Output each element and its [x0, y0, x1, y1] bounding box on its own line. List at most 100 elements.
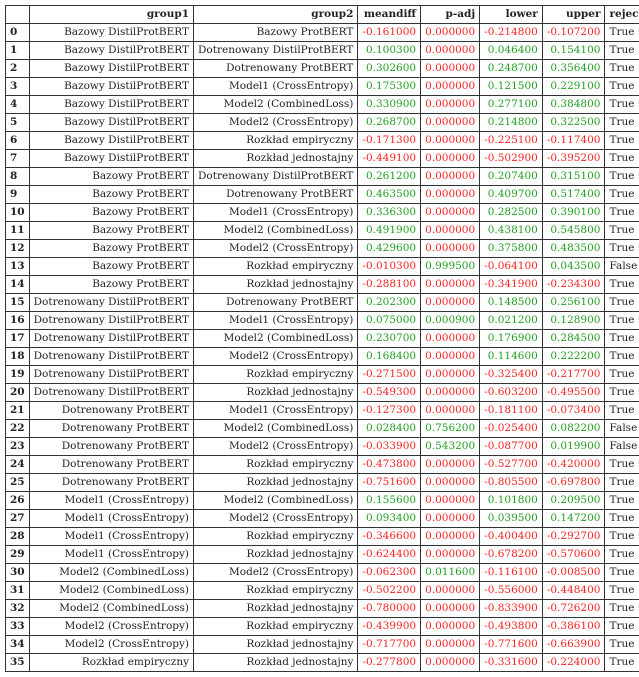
reject-cell: True	[604, 113, 639, 132]
p-adj-cell: 0.000000	[420, 473, 481, 492]
group2-cell: Rozkład jednostajny	[193, 545, 359, 564]
table-row: 21 Dotrenowany ProtBERT Model1 (CrossEntro…	[5, 401, 639, 420]
group1-cell: Dotrenowany ProtBERT	[28, 473, 195, 492]
p-adj-cell: 0.000000	[420, 131, 481, 150]
table-row: 3 Bazowy DistilProtBERT Model1 (CrossEntro…	[5, 77, 639, 96]
group1-cell: Dotrenowany ProtBERT	[28, 455, 195, 474]
p-adj-cell: 0.000000	[420, 23, 481, 42]
lower-cell: 0.121500	[479, 77, 543, 96]
p-adj-cell: 0.000000	[420, 167, 481, 186]
lower-cell: 0.021200	[479, 311, 543, 330]
meandiff-cell: -0.751600	[357, 473, 422, 492]
group1-cell: Bazowy ProtBERT	[28, 257, 195, 276]
p-adj-cell: 0.000000	[420, 275, 481, 294]
group2-cell: Model2 (CrossEntropy)	[193, 437, 359, 456]
lower-cell: -0.493800	[479, 617, 543, 636]
group1-cell: Dotrenowany DistilProtBERT	[28, 293, 195, 312]
meandiff-cell: 0.268700	[357, 113, 422, 132]
table-row: 33 Model2 (CrossEntropy) Rozkład empiryczn…	[5, 617, 639, 636]
meandiff-cell: -0.624400	[357, 545, 422, 564]
upper-cell: 0.322500	[541, 113, 606, 132]
lower-cell: 0.039500	[479, 509, 543, 528]
upper-cell: 0.545800	[541, 221, 606, 240]
p-adj-cell: 0.000000	[420, 491, 481, 510]
p-adj-cell: 0.000000	[420, 329, 481, 348]
group2-cell: Dotrenowany ProtBERT	[193, 59, 359, 78]
table-row: 15 Dotrenowany DistilProtBERT Dotrenowany …	[5, 293, 639, 312]
reject-cell: True	[604, 221, 639, 240]
table-row: 25 Dotrenowany ProtBERT Rozkład jednostajn…	[5, 473, 639, 492]
row-index: 34	[5, 635, 30, 654]
reject-cell: True	[604, 599, 639, 618]
upper-cell: 0.284500	[541, 329, 606, 348]
table-row: 18 Dotrenowany DistilProtBERT Model2 (Cros…	[5, 347, 639, 366]
reject-cell: True	[604, 239, 639, 258]
group2-cell: Rozkład empiryczny	[193, 617, 359, 636]
header-row: group1 group2 meandiff p-adj lower upper…	[5, 5, 639, 24]
lower-cell: -0.225100	[479, 131, 543, 150]
header-upper: upper	[541, 5, 606, 24]
row-index: 25	[5, 473, 30, 492]
reject-cell: True	[604, 275, 639, 294]
p-adj-cell: 0.000000	[420, 59, 481, 78]
row-index: 33	[5, 617, 30, 636]
group1-cell: Bazowy DistilProtBERT	[28, 59, 195, 78]
group1-cell: Model2 (CombinedLoss)	[28, 581, 195, 600]
lower-cell: 0.277100	[479, 95, 543, 114]
group2-cell: Model2 (CrossEntropy)	[193, 347, 359, 366]
lower-cell: -0.116100	[479, 563, 543, 582]
group1-cell: Bazowy ProtBERT	[28, 203, 195, 222]
table-row: 28 Model1 (CrossEntropy) Rozkład empiryczn…	[5, 527, 639, 546]
group1-cell: Bazowy DistilProtBERT	[28, 131, 195, 150]
reject-cell: True	[604, 347, 639, 366]
table-row: 17 Dotrenowany DistilProtBERT Model2 (Comb…	[5, 329, 639, 348]
row-index: 4	[5, 95, 30, 114]
lower-cell: 0.375800	[479, 239, 543, 258]
lower-cell: -0.556000	[479, 581, 543, 600]
lower-cell: -0.181100	[479, 401, 543, 420]
group2-cell: Rozkład jednostajny	[193, 383, 359, 402]
reject-cell: True	[604, 527, 639, 546]
group2-cell: Rozkład jednostajny	[193, 635, 359, 654]
group2-cell: Rozkład empiryczny	[193, 581, 359, 600]
group1-cell: Model1 (CrossEntropy)	[28, 491, 195, 510]
group2-cell: Model1 (CrossEntropy)	[193, 77, 359, 96]
group1-cell: Dotrenowany DistilProtBERT	[28, 365, 195, 384]
group1-cell: Bazowy DistilProtBERT	[28, 23, 195, 42]
row-index: 32	[5, 599, 30, 618]
upper-cell: -0.570600	[541, 545, 606, 564]
upper-cell: -0.234300	[541, 275, 606, 294]
header-reject: reject	[604, 5, 639, 24]
lower-cell: 0.176900	[479, 329, 543, 348]
meandiff-cell: 0.463500	[357, 185, 422, 204]
group2-cell: Model2 (CrossEntropy)	[193, 113, 359, 132]
lower-cell: -0.400400	[479, 527, 543, 546]
upper-cell: 0.128900	[541, 311, 606, 330]
group2-cell: Model2 (CrossEntropy)	[193, 239, 359, 258]
row-index: 35	[5, 653, 30, 672]
p-adj-cell: 0.000000	[420, 95, 481, 114]
reject-cell: True	[604, 383, 639, 402]
meandiff-cell: 0.429600	[357, 239, 422, 258]
header-lower: lower	[479, 5, 543, 24]
lower-cell: 0.046400	[479, 41, 543, 60]
reject-cell: False	[604, 437, 639, 456]
p-adj-cell: 0.000000	[420, 455, 481, 474]
group2-cell: Rozkład empiryczny	[193, 455, 359, 474]
upper-cell: -0.395200	[541, 149, 606, 168]
table-row: 9 Bazowy ProtBERT Dotrenowany ProtBERT 0.46…	[5, 185, 639, 204]
table-row: 13 Bazowy ProtBERT Rozkład empiryczny -0.01…	[5, 257, 639, 276]
row-index: 8	[5, 167, 30, 186]
meandiff-cell: 0.168400	[357, 347, 422, 366]
table-row: 34 Model2 (CrossEntropy) Rozkład jednostaj…	[5, 635, 639, 654]
group2-cell: Model2 (CombinedLoss)	[193, 95, 359, 114]
lower-cell: -0.214800	[479, 23, 543, 42]
row-index: 20	[5, 383, 30, 402]
lower-cell: -0.064100	[479, 257, 543, 276]
p-adj-cell: 0.000000	[420, 383, 481, 402]
upper-cell: 0.222200	[541, 347, 606, 366]
meandiff-cell: -0.549300	[357, 383, 422, 402]
reject-cell: True	[604, 329, 639, 348]
group1-cell: Bazowy DistilProtBERT	[28, 113, 195, 132]
table-row: 26 Model1 (CrossEntropy) Model2 (CombinedL…	[5, 491, 639, 510]
